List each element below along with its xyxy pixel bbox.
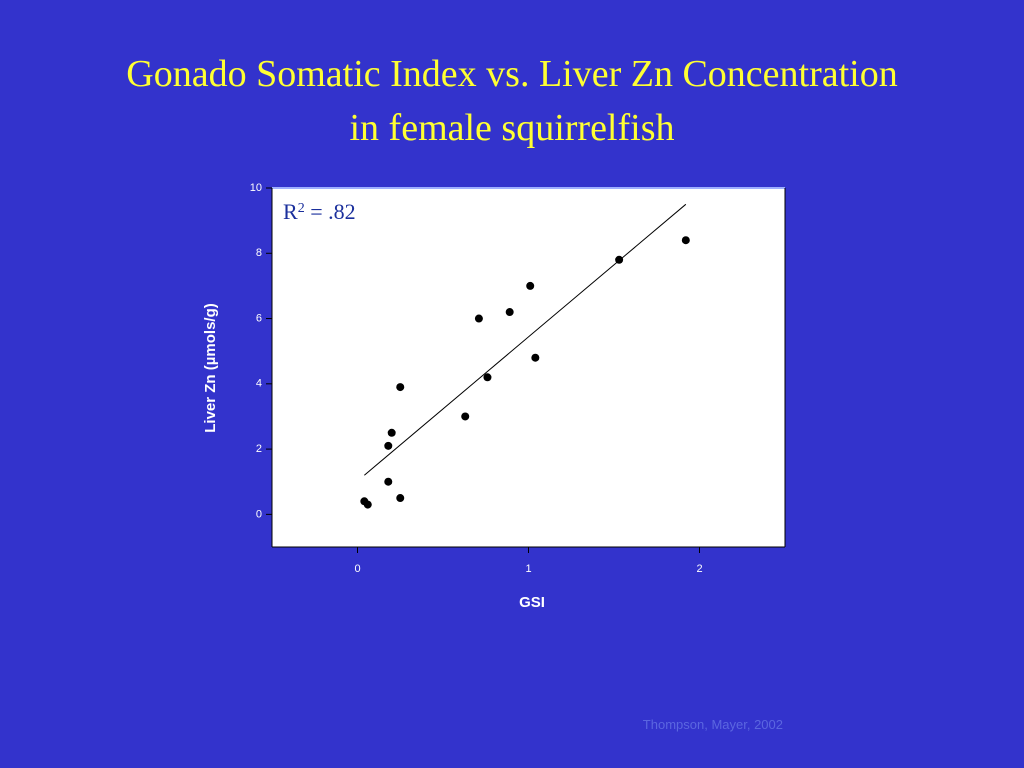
x-tick-label: 2 — [696, 563, 702, 575]
title-line: in female squirrelfish — [349, 107, 674, 149]
data-point — [483, 373, 492, 382]
data-point — [505, 308, 514, 317]
credit: Thompson, Mayer, 2002 — [643, 717, 783, 732]
r-sup: 2 — [298, 201, 305, 216]
r-text: R — [283, 199, 298, 224]
y-tick-label: 10 — [250, 182, 262, 194]
data-point — [461, 412, 470, 421]
fit-line — [364, 203, 687, 476]
y-tick-label: 4 — [256, 378, 262, 390]
data-point — [363, 500, 372, 509]
data-point — [396, 494, 405, 503]
data-point — [396, 383, 405, 392]
y-tick-label: 6 — [256, 312, 262, 324]
y-tick-label: 0 — [256, 508, 262, 520]
x-tick-label: 0 — [354, 563, 360, 575]
data-point — [474, 314, 483, 323]
plot-area — [272, 188, 785, 547]
data-point — [615, 255, 624, 264]
x-axis-label: GSI — [519, 594, 545, 611]
y-tick-label: 2 — [256, 443, 262, 455]
y-axis-label: Liver Zn (µmols/g) — [202, 303, 219, 433]
data-point — [526, 281, 535, 290]
data-point — [384, 477, 393, 486]
data-point — [384, 441, 393, 450]
y-tick-label: 8 — [256, 247, 262, 259]
data-point — [681, 236, 690, 245]
x-tick-label: 1 — [525, 563, 531, 575]
r-value: = .82 — [305, 199, 356, 224]
data-point — [387, 428, 396, 437]
data-point — [531, 353, 540, 362]
r-squared: R2 = .82 — [283, 199, 356, 224]
title-line: Gonado Somatic Index vs. Liver Zn Concen… — [126, 53, 897, 95]
